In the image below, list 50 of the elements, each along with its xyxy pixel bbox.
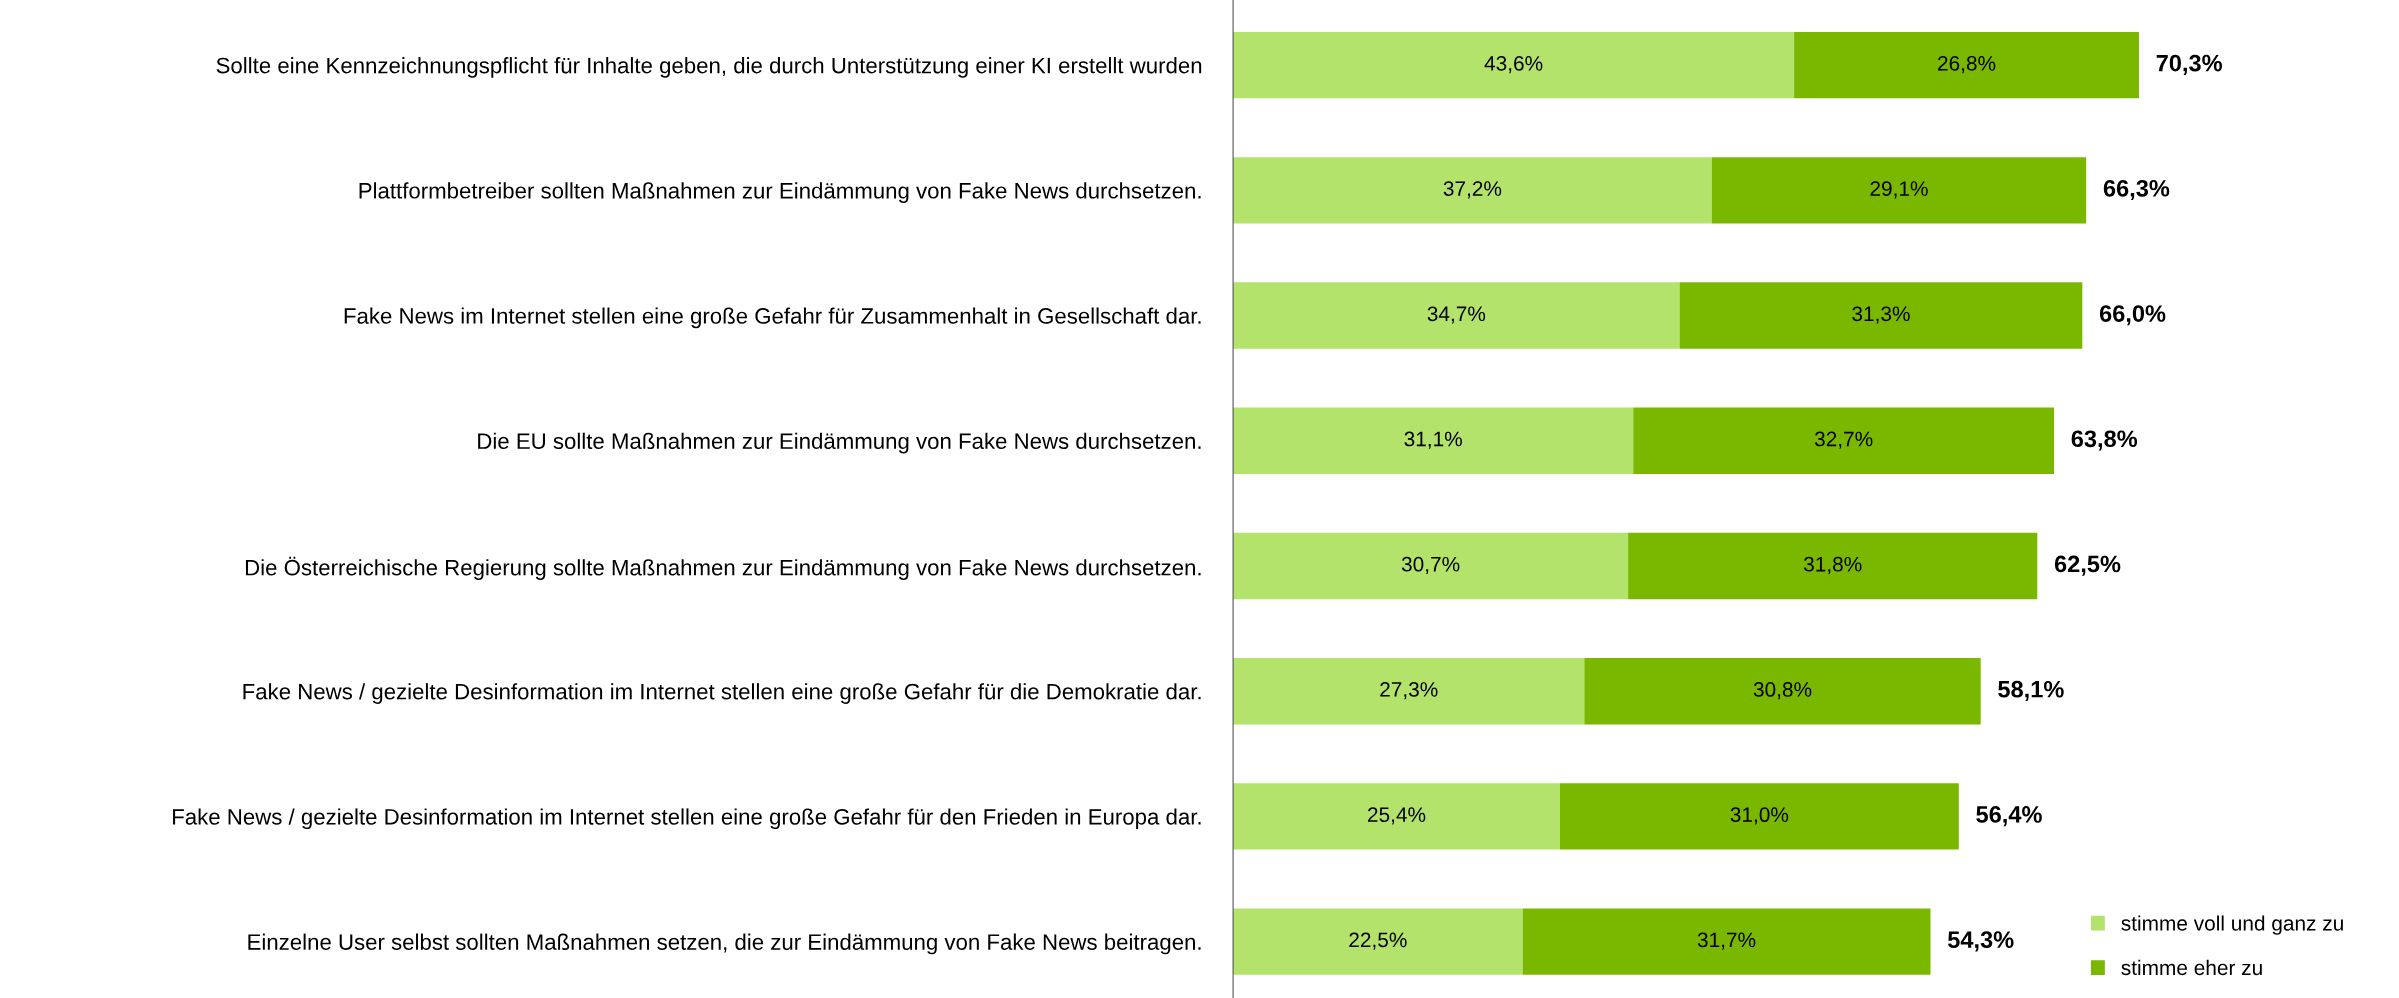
data-label: 31,1% (1404, 431, 1462, 449)
bar (1794, 31, 2139, 99)
data-label: 29,1% (1870, 181, 1928, 199)
data-label: 34,7% (1427, 306, 1486, 324)
total-label: 66,3% (2103, 179, 2170, 201)
bar (1233, 157, 1712, 224)
bar (1522, 908, 1931, 975)
total-label: 62,5% (2054, 555, 2121, 576)
bar (1559, 783, 1959, 850)
data-label: 31,7% (1697, 932, 1756, 950)
y-tick-label: Einzelne User selbst sollten Maßnahmen setzen, die zur Eindämmung von Fake News beitragen. (248, 933, 1201, 955)
data-label: 26,8% (1938, 55, 1996, 74)
y-tick-label: Fake News / gezielte Desinformation im Internet stellen eine große Gefahr für die Demokratie dar. (243, 683, 1201, 704)
data-label: 31,8% (1803, 556, 1862, 575)
data-label: 32,7% (1814, 431, 1873, 449)
bar (1584, 658, 1981, 725)
total-label: 66,0% (2099, 305, 2166, 326)
bar (1679, 282, 2083, 349)
legend-label: stimme eher zu (2121, 959, 2262, 976)
bar (1233, 532, 1629, 600)
bar (1628, 532, 2038, 600)
y-tick-label: Die Österreichische Regierung sollte Maßnahmen zur Eindämmung von Fake News durchsetzen. (245, 556, 1201, 580)
data-label: 37,2% (1443, 181, 1502, 199)
bar (1233, 31, 1795, 99)
total-label: 70,3% (2156, 54, 2222, 75)
y-tick-label: Plattformbetreiber sollten Maßnahmen zur Eindämmung von Fake News durchsetzen. (359, 182, 1201, 203)
y-tick-label: Fake News / gezielte Desinformation im Internet stellen eine große Gefahr für den Frieden in Europa dar. (173, 808, 1201, 830)
bar (1633, 407, 2055, 474)
bar (1233, 908, 1523, 975)
data-label: 27,3% (1380, 682, 1438, 700)
bar (1233, 658, 1585, 725)
data-label: 30,8% (1753, 682, 1812, 700)
total-label: 58,1% (1998, 680, 2064, 701)
bar (1233, 282, 1680, 349)
data-label: 43,6% (1484, 55, 1543, 74)
y-tick-label: Sollte eine Kennzeichnungspflicht für Inhalte geben, die durch Unterstützung einer KI erstellt wurden (216, 57, 1202, 78)
bar (1233, 407, 1634, 474)
data-label: 22,5% (1349, 932, 1407, 950)
y-tick-label: Fake News im Internet stellen eine große Gefahr für Zusammenhalt in Gesellschaft dar. (344, 307, 1201, 329)
legend-label: stimme voll und ganz zu (2121, 915, 2343, 935)
total-label: 54,3% (1947, 931, 2014, 952)
data-label: 30,7% (1401, 556, 1460, 575)
data-label: 31,0% (1730, 807, 1789, 825)
y-tick-label: Die EU sollte Maßnahmen zur Eindämmung von Fake News durchsetzen. (478, 432, 1201, 454)
data-label: 25,4% (1368, 807, 1426, 825)
total-label: 63,8% (2071, 430, 2138, 451)
total-label: 56,4% (1976, 806, 2042, 827)
bar (1711, 157, 2087, 224)
data-label: 31,3% (1852, 306, 1910, 324)
bar (1233, 783, 1560, 850)
